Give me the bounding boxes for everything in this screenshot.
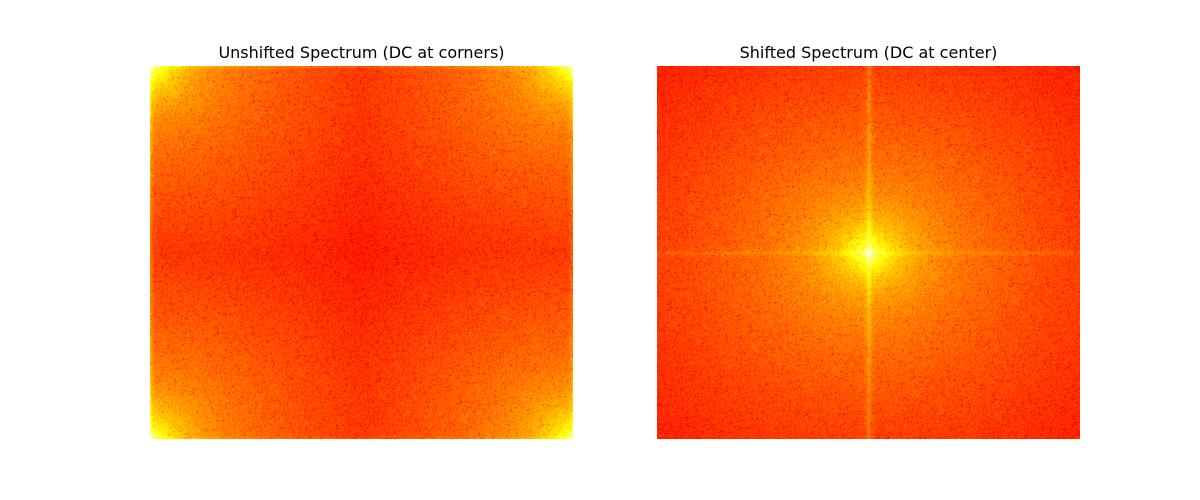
shifted-spectrum-heatmap — [657, 66, 1080, 439]
unshifted-spectrum-heatmap — [150, 66, 573, 439]
left-panel-title: Unshifted Spectrum (DC at corners) — [218, 43, 505, 62]
right-panel-title: Shifted Spectrum (DC at center) — [739, 43, 998, 62]
